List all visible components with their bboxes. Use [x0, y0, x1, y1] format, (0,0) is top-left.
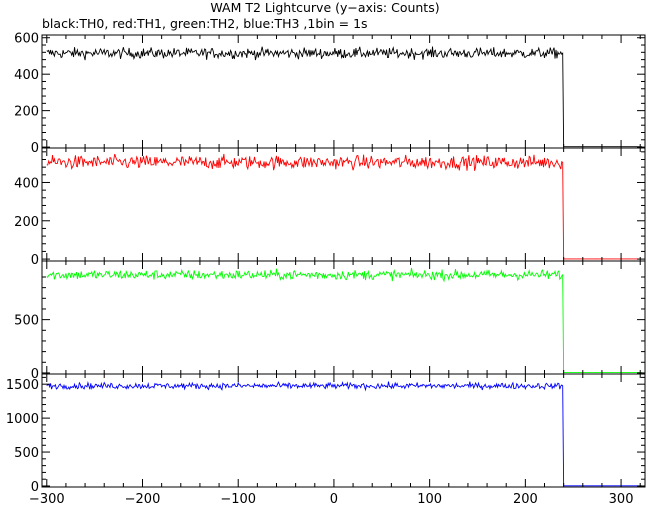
- series-line-th3: [46, 381, 643, 487]
- chart-subtitle: black:TH0, red:TH1, green:TH2, blue:TH3 …: [42, 16, 368, 31]
- y-tick-label: 500: [14, 314, 39, 329]
- x-tick-label: −300: [29, 492, 65, 505]
- chart-title: WAM T2 Lightcurve (y−axis: Counts): [210, 0, 440, 15]
- y-tick-label: 0: [31, 141, 39, 156]
- panel-frame-th3: [41, 373, 646, 488]
- x-tick-label: 100: [417, 492, 442, 505]
- y-tick-label: 0: [31, 253, 39, 268]
- x-tick-label: −200: [125, 492, 161, 505]
- series-line-th1: [46, 153, 643, 260]
- y-tick-label: 600: [14, 32, 39, 47]
- y-tick-label: 200: [14, 215, 39, 230]
- y-tick-label: 400: [14, 68, 39, 83]
- series-line-th2: [46, 267, 643, 374]
- x-tick-label: −100: [220, 492, 256, 505]
- x-tick-label: 300: [609, 492, 634, 505]
- y-tick-label: 200: [14, 105, 39, 120]
- series-line-th0: [46, 46, 643, 148]
- x-tick-label: 0: [330, 492, 338, 505]
- x-tick-label: 200: [513, 492, 538, 505]
- y-tick-label: 0: [31, 367, 39, 382]
- y-tick-label: 1500: [6, 378, 39, 393]
- panel-frame-th2: [41, 260, 646, 375]
- y-tick-label: 1000: [6, 412, 39, 427]
- y-tick-label: 400: [14, 176, 39, 191]
- y-tick-label: 0: [31, 480, 39, 495]
- y-tick-label: 500: [14, 446, 39, 461]
